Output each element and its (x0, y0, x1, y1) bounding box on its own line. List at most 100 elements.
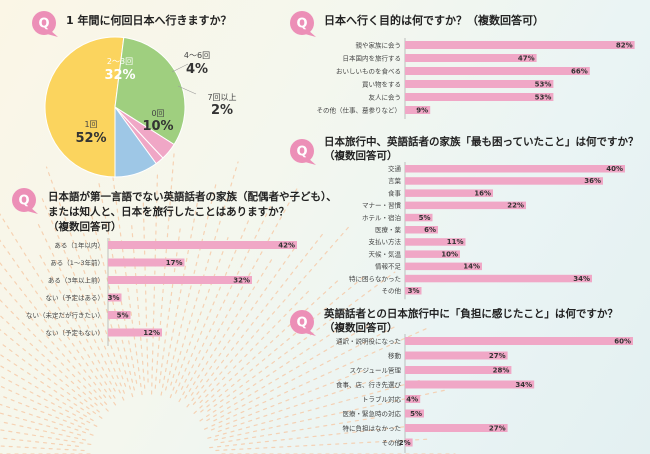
bar (108, 328, 162, 337)
bar-value-label: 42% (278, 242, 295, 250)
bar-category-label: 友人に会う (369, 93, 402, 102)
bar-value-label: 17% (166, 259, 183, 267)
bar-value-label: 36% (584, 177, 601, 185)
bar-category-label: 言葉 (388, 176, 402, 185)
bar-value-label: 82% (616, 42, 633, 50)
bar-category-label: 医療・薬 (375, 225, 402, 234)
bar-value-label: 22% (507, 202, 524, 210)
q3-title-line1: 日本旅行中、英語話者の家族「最も困っていたこと」は何ですか？ (324, 136, 639, 148)
bar (405, 189, 493, 197)
pie-value-1: 52% (75, 131, 106, 146)
bar-category-label: ある（1年以内） (54, 241, 104, 250)
pie-value-0: 10% (142, 119, 173, 134)
svg-text:Q: Q (296, 316, 307, 331)
q3-title-line2: （複数回答可） (324, 150, 398, 162)
bar-value-label: 27% (489, 425, 506, 433)
bar-category-label: ホテル・宿泊 (362, 213, 401, 222)
bar (405, 54, 537, 62)
bar-value-label: 3% (408, 287, 420, 295)
bar-value-label: 5% (419, 214, 431, 222)
bar-category-label: おいしいものを食べる (336, 67, 401, 76)
q2-title: 日本へ行く目的は何ですか？（複数回答可） (324, 14, 544, 27)
bar-value-label: 5% (410, 410, 422, 418)
bar (405, 351, 508, 360)
bar (405, 201, 526, 210)
bar-category-label: 買い物をする (362, 80, 401, 89)
bar (405, 80, 554, 88)
bar (108, 258, 185, 267)
pie-value-7: 2% (211, 103, 233, 118)
bar (405, 226, 438, 234)
svg-text:Q: Q (296, 145, 307, 160)
bar (405, 380, 535, 389)
bar-category-label: 特に負担はなかった (343, 424, 402, 433)
q-bubble-icon: Q (12, 188, 38, 214)
bar (405, 438, 413, 447)
pie-slice (114, 105, 157, 178)
pie-slice (44, 36, 125, 178)
pie-label-2-3: 2～3回 (107, 57, 133, 66)
pie-value-2-3: 32% (104, 68, 135, 83)
bar-category-label: 移動 (388, 351, 402, 360)
bar (405, 67, 590, 75)
q4-title-line1: 日本語が第一言語でない英語話者の家族（配偶者や子ども）、 (48, 191, 337, 203)
bar-value-label: 60% (614, 338, 631, 346)
bar-category-label: 日本国内を旅行する (343, 54, 402, 63)
bar-category-label: 支払い方法 (369, 237, 402, 246)
bar-category-label: ある（3年以上前） (48, 276, 104, 285)
bar-category-label: 特に困らなかった (349, 274, 401, 283)
bar (405, 177, 603, 185)
bar-value-label: 53% (535, 81, 552, 89)
bar (108, 311, 131, 319)
q-bubble-icon: Q (290, 11, 316, 37)
bar-value-label: 10% (441, 250, 458, 258)
q3-bar-chart: 交通 40% 言葉 36% 食事 16% マナー・習慣 22% ホテル・宿泊 5% 医療・薬 6% 支払… (349, 162, 625, 300)
bar (405, 366, 512, 374)
q4-bar-chart: ある（1年以内） 42% ある（1～3年前） 17% ある（3年以上前） 32% ない（予定… (26, 238, 297, 346)
bar-value-label: 4% (406, 396, 418, 404)
q4-title-line3: （複数回答可） (48, 221, 122, 233)
bar-value-label: 34% (573, 275, 590, 283)
q4-title-line2: または知人と、日本を旅行したことはありますか？ (48, 206, 290, 218)
bar (405, 409, 424, 418)
bar (108, 293, 122, 302)
bar-value-label: 34% (515, 381, 532, 389)
bar-category-label: マナー・習慣 (362, 201, 402, 210)
pie-label-7: 7回以上 (207, 93, 236, 102)
q5-bar-chart: 通訳・説明役になった 60% 移動 27% スケジュール管理 28% 食事、店、行き先選び 3… (336, 334, 633, 453)
bar (405, 424, 508, 432)
bar (405, 93, 554, 101)
bar-category-label: 医療・緊急時の対応 (343, 409, 402, 418)
bar-value-label: 40% (606, 165, 623, 173)
bar-category-label: 食事 (388, 188, 402, 197)
bar-category-label: その他 (382, 438, 402, 447)
bar-value-label: 32% (233, 277, 250, 285)
bar-value-label: 47% (518, 55, 535, 63)
bar-category-label: ない（予定はある） (46, 293, 105, 302)
bar-value-label: 27% (489, 352, 506, 360)
bar-value-label: 28% (493, 367, 510, 375)
bar-value-label: 11% (447, 238, 464, 246)
q5-title-line1: 英語話者との日本旅行中に「負担に感じたこと」は何ですか？ (324, 308, 618, 320)
bar-value-label: 6% (424, 226, 436, 234)
bar (405, 41, 635, 49)
pie-chart: 2～3回 32% 1回 52% 0回 10% 4～6回 4% 7回以上 2% (44, 36, 237, 178)
bar (405, 337, 633, 345)
bar-category-label: 通訳・説明役になった (336, 337, 401, 346)
pie-label-1: 1回 (84, 120, 97, 129)
bar-value-label: 66% (571, 68, 588, 76)
bar-category-label: ない（未定だが行きたい） (26, 311, 104, 320)
bar-value-label: 2% (399, 439, 411, 447)
bar-value-label: 9% (416, 107, 428, 115)
bar-value-label: 5% (117, 312, 129, 320)
q-bubble-icon: Q (32, 11, 58, 37)
bar-category-label: 天候・気温 (369, 249, 402, 258)
svg-text:Q: Q (38, 17, 49, 32)
bar-value-label: 16% (474, 189, 491, 197)
bar-category-label: 親や家族に会う (356, 41, 402, 50)
bar (108, 241, 297, 249)
svg-text:Q: Q (18, 194, 29, 209)
bar-category-label: 情報不足 (375, 262, 402, 271)
bar-category-label: 交通 (388, 164, 402, 173)
